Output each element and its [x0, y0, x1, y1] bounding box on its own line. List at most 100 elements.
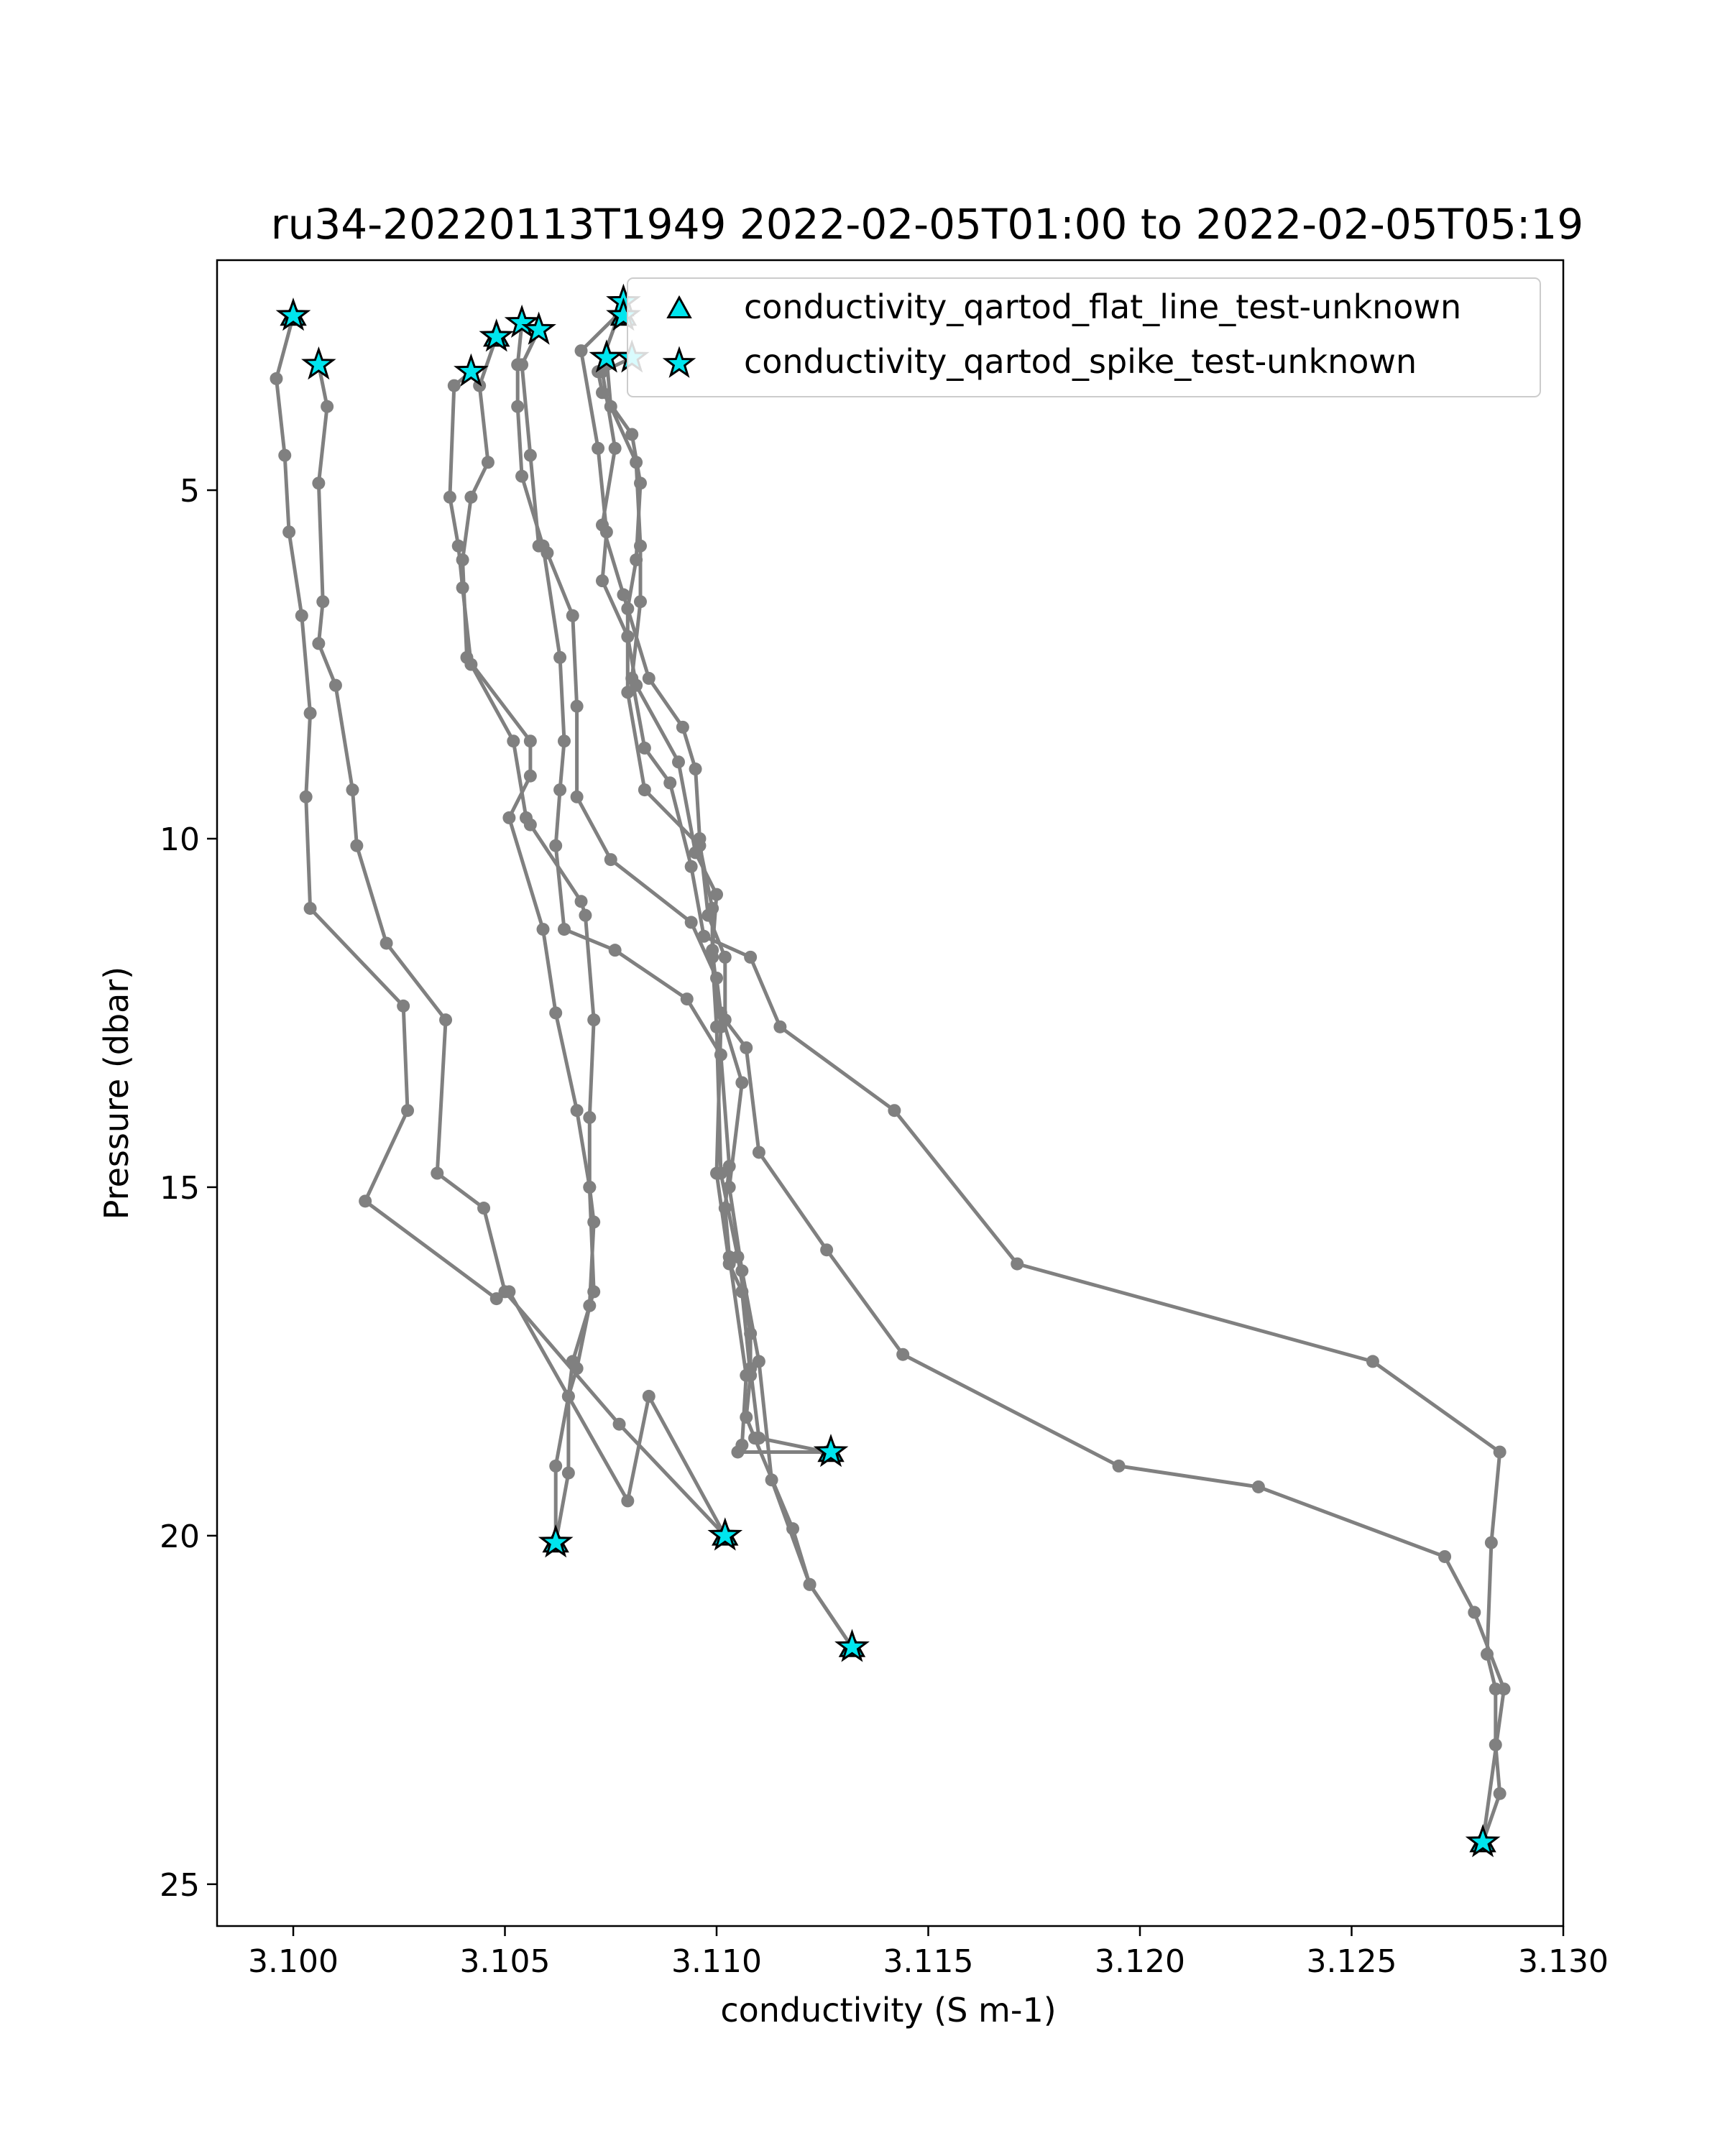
profile-point: [312, 637, 326, 650]
plot-frame: [216, 259, 1565, 1927]
x-axis: 3.100 3.105 3.110 3.115 3.120 3.125 3.130: [248, 1926, 1609, 1980]
spike-flag-marker: [1465, 1824, 1501, 1858]
profile-point: [731, 1445, 745, 1459]
profile-point: [316, 595, 330, 609]
profile-point: [1468, 1606, 1481, 1619]
profile-point: [439, 1013, 453, 1027]
profile-point: [282, 525, 296, 539]
profile-point: [566, 609, 579, 622]
profile-line: [600, 356, 1506, 1843]
y-tick-label: 10: [160, 821, 200, 858]
profile-point: [561, 1466, 575, 1480]
profile-point: [718, 1013, 732, 1027]
y-axis: 5 10 15 20 25: [160, 473, 217, 1904]
profile-point: [625, 428, 639, 441]
profile-point: [570, 790, 584, 803]
profile-point: [1011, 1257, 1024, 1271]
profile-point: [431, 1166, 444, 1180]
profile-line: [604, 357, 1502, 1843]
profile-point: [1251, 1480, 1265, 1493]
profile-point: [1484, 1536, 1498, 1549]
profile-point: [1497, 1682, 1511, 1696]
profile-point: [587, 1013, 601, 1027]
profile-point: [299, 790, 313, 803]
profile-point: [684, 916, 698, 929]
profile-point: [633, 595, 647, 609]
x-tick-label: 3.120: [1095, 1943, 1185, 1980]
profile-point: [740, 1410, 753, 1424]
profile-point: [638, 783, 651, 797]
x-tick-label: 3.125: [1307, 1943, 1397, 1980]
profile-point: [642, 1389, 656, 1403]
profile-point: [1493, 1787, 1506, 1800]
profile-point: [451, 539, 465, 553]
x-tick-label: 3.105: [460, 1943, 551, 1980]
spike-flag-marker: [834, 1628, 870, 1662]
profile-point: [608, 944, 622, 957]
profile-point: [566, 1355, 579, 1368]
profile-point: [735, 1076, 749, 1089]
legend-box: [627, 277, 1541, 397]
profile-point: [278, 448, 292, 462]
legend-label-spike: conductivity_qartod_spike_test-unknown: [744, 342, 1417, 381]
y-tick-label: 25: [160, 1867, 200, 1904]
profile-point: [502, 811, 516, 824]
profile-point: [481, 456, 494, 469]
profile-point: [888, 1104, 901, 1118]
spike-flag-marker: [707, 1517, 743, 1551]
profile-point: [693, 831, 707, 845]
profile-point: [270, 372, 283, 385]
profile-point: [574, 895, 588, 908]
profile-point: [697, 929, 711, 943]
profile-point: [744, 950, 758, 964]
spike-flag-marker: [301, 346, 336, 380]
profile-point: [1366, 1355, 1379, 1368]
legend-label-flat-line: conductivity_qartod_flat_line_test-unkno…: [744, 287, 1461, 326]
profile-point: [820, 1243, 834, 1257]
profile-point: [684, 860, 698, 873]
spike-flag-marker: [521, 311, 556, 345]
profile-point: [464, 490, 478, 504]
profile-line: [515, 323, 831, 1454]
profile-point: [773, 1020, 787, 1033]
y-tick-label: 5: [180, 473, 200, 510]
profile-point: [731, 1250, 745, 1263]
profile-point: [303, 901, 317, 915]
y-tick-label: 20: [160, 1519, 200, 1555]
profile-point: [896, 1348, 910, 1361]
profile-point: [718, 950, 732, 964]
profile-point: [346, 783, 359, 797]
profile-point: [702, 908, 715, 922]
profile-point: [1438, 1549, 1452, 1563]
profile-4: [456, 330, 601, 1549]
profile-point: [786, 1522, 800, 1536]
profile-point: [312, 476, 326, 490]
flags-layer: [275, 283, 1501, 1858]
profile-point: [744, 1362, 758, 1376]
profile-point: [752, 1432, 765, 1445]
profile-point: [303, 706, 317, 720]
profile-point: [574, 344, 588, 358]
profile-point: [612, 1417, 626, 1431]
profile-point: [583, 1180, 597, 1194]
x-axis-label: conductivity (S m-1): [720, 1991, 1056, 2030]
profile-point: [350, 839, 364, 852]
profile-point: [549, 1459, 563, 1473]
profile-point: [621, 686, 635, 699]
legend: conductivity_qartod_flat_line_test-unkno…: [627, 277, 1541, 397]
legend-star-shape: [662, 346, 696, 378]
profile-point: [553, 783, 567, 797]
profile-point: [295, 609, 308, 622]
profile-point: [523, 769, 537, 783]
x-tick-label: 3.100: [248, 1943, 339, 1980]
profile-point: [456, 553, 469, 567]
profile-point: [523, 734, 537, 748]
profile-point: [706, 950, 719, 964]
x-tick-label: 3.115: [883, 1943, 974, 1980]
profile-point: [523, 818, 537, 831]
spike-flag-marker: [813, 1433, 849, 1468]
profile-point: [536, 923, 550, 936]
x-tick-label: 3.110: [671, 1943, 762, 1980]
spike-flag-marker: [504, 304, 540, 338]
